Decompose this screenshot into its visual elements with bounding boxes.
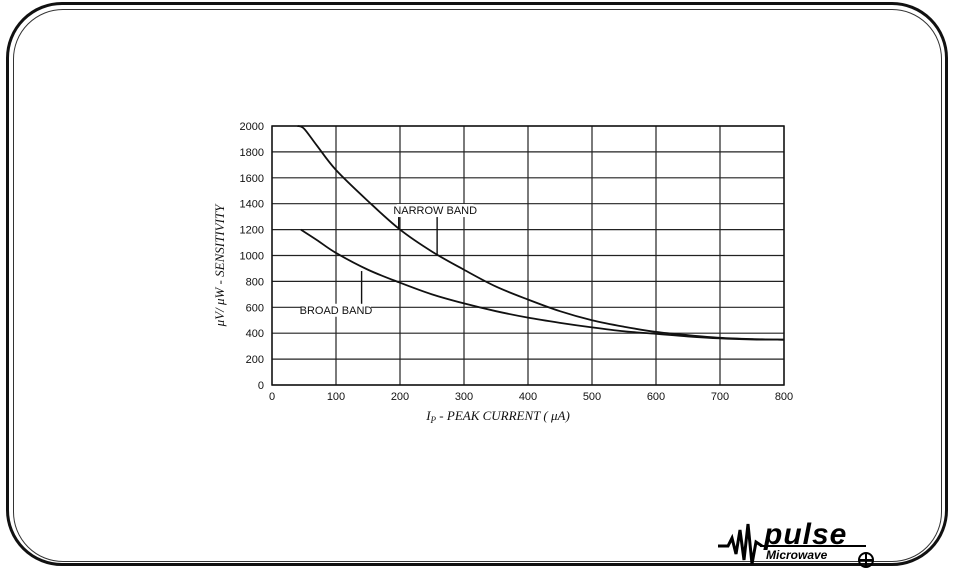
pulse-microwave-logo: pulse Microwave bbox=[716, 520, 876, 572]
y-tick-label: 1200 bbox=[240, 225, 264, 237]
outer-frame bbox=[6, 2, 948, 566]
y-tick-label: 1400 bbox=[240, 199, 264, 211]
inner-frame bbox=[13, 9, 942, 562]
x-axis-label-main: I bbox=[425, 408, 431, 423]
y-axis-label: μV/ μW - SENSITIVITY bbox=[212, 203, 227, 328]
x-axis-label-sub: P bbox=[430, 415, 437, 425]
series-line-broad-band bbox=[300, 228, 785, 341]
x-tick-label: 600 bbox=[647, 391, 665, 403]
y-axis-ticks: 0 200 400 600 800 1000 1200 1400 1600 1800 2000 bbox=[240, 121, 264, 392]
x-tick-label: 500 bbox=[583, 391, 601, 403]
x-axis-ticks: 0 100 200 300 400 500 600 700 800 bbox=[269, 391, 793, 403]
x-tick-label: 400 bbox=[519, 391, 537, 403]
annotation-backing bbox=[396, 204, 474, 218]
logo-word: pulse bbox=[764, 518, 848, 551]
grid bbox=[271, 125, 785, 386]
y-tick-label: 600 bbox=[246, 302, 264, 314]
series-group bbox=[297, 125, 785, 341]
y-tick-label: 800 bbox=[246, 276, 264, 288]
series-line-narrow-band bbox=[297, 125, 785, 341]
y-tick-label: 1800 bbox=[240, 147, 264, 159]
y-tick-label: 400 bbox=[246, 328, 264, 340]
y-tick-label: 2000 bbox=[240, 121, 264, 133]
x-tick-label: 700 bbox=[711, 391, 729, 403]
x-tick-label: 300 bbox=[455, 391, 473, 403]
x-tick-label: 800 bbox=[775, 391, 793, 403]
y-tick-label: 1000 bbox=[240, 251, 264, 263]
annotation-backing bbox=[301, 303, 371, 317]
annotation-broad-band: BROAD BAND bbox=[300, 305, 373, 317]
plot-border bbox=[271, 125, 785, 386]
logo-subtitle: Microwave bbox=[766, 548, 828, 562]
y-tick-label: 0 bbox=[258, 380, 264, 392]
annotation-narrow-band: NARROW BAND bbox=[393, 205, 477, 217]
x-axis-label-rest: - PEAK CURRENT ( μA) bbox=[436, 408, 570, 423]
y-tick-label: 1600 bbox=[240, 173, 264, 185]
annotations: NARROW BAND BROAD BAND bbox=[300, 204, 477, 317]
x-axis-label: IP - PEAK CURRENT ( μA) bbox=[425, 408, 570, 425]
y-tick-label: 200 bbox=[246, 354, 264, 366]
x-tick-label: 0 bbox=[269, 391, 275, 403]
x-tick-label: 200 bbox=[391, 391, 409, 403]
pulse-wave-icon bbox=[718, 523, 874, 568]
x-tick-label: 100 bbox=[327, 391, 345, 403]
